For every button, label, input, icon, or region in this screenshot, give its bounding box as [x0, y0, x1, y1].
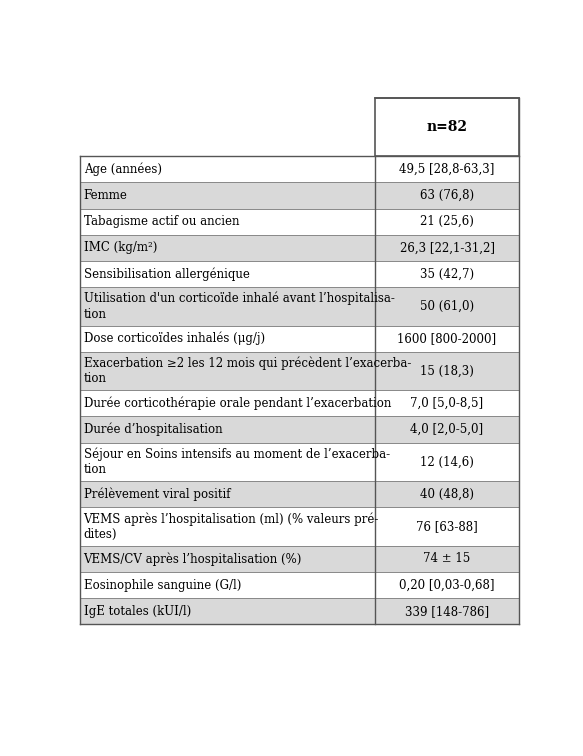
- Bar: [80, 209, 375, 234]
- Text: 4,0 [2,0-5,0]: 4,0 [2,0-5,0]: [410, 423, 483, 436]
- Bar: [80, 182, 375, 209]
- Text: Femme: Femme: [83, 189, 128, 202]
- Text: 40 (48,8): 40 (48,8): [420, 488, 474, 500]
- Bar: [80, 98, 375, 156]
- Bar: [375, 182, 519, 209]
- Bar: [80, 572, 375, 598]
- Text: IgE totales (kUI/l): IgE totales (kUI/l): [83, 605, 191, 618]
- Bar: [80, 507, 375, 546]
- Text: Eosinophile sanguine (G/l): Eosinophile sanguine (G/l): [83, 578, 241, 591]
- Text: 76 [63-88]: 76 [63-88]: [416, 520, 478, 533]
- Bar: [80, 598, 375, 624]
- Text: Tabagisme actif ou ancien: Tabagisme actif ou ancien: [83, 215, 239, 228]
- Bar: [375, 209, 519, 234]
- Bar: [80, 326, 375, 352]
- Text: 50 (61,0): 50 (61,0): [420, 300, 474, 313]
- Text: Sensibilisation allergénique: Sensibilisation allergénique: [83, 267, 250, 280]
- Bar: [80, 546, 375, 572]
- Text: 0,20 [0,03-0,68]: 0,20 [0,03-0,68]: [399, 578, 495, 591]
- Text: IMC (kg/m²): IMC (kg/m²): [83, 241, 157, 254]
- Bar: [375, 234, 519, 261]
- Text: Durée corticothérapie orale pendant l’exacerbation: Durée corticothérapie orale pendant l’ex…: [83, 397, 391, 410]
- Bar: [80, 156, 375, 182]
- Text: VEMS/CV après l’hospitalisation (%): VEMS/CV après l’hospitalisation (%): [83, 552, 302, 565]
- Text: 74 ± 15: 74 ± 15: [423, 553, 470, 565]
- Text: 339 [148-786]: 339 [148-786]: [405, 605, 489, 618]
- Text: 7,0 [5,0-8,5]: 7,0 [5,0-8,5]: [410, 397, 483, 410]
- Bar: [375, 156, 519, 182]
- Bar: [375, 261, 519, 287]
- Bar: [375, 572, 519, 598]
- Bar: [80, 287, 375, 326]
- Text: Dose corticoïdes inhalés (μg/j): Dose corticoïdes inhalés (μg/j): [83, 332, 265, 345]
- Bar: [375, 546, 519, 572]
- Text: VEMS après l’hospitalisation (ml) (% valeurs pré-
dites): VEMS après l’hospitalisation (ml) (% val…: [83, 512, 379, 541]
- Bar: [80, 390, 375, 417]
- Text: 21 (25,6): 21 (25,6): [420, 215, 474, 228]
- Bar: [80, 417, 375, 442]
- Bar: [375, 326, 519, 352]
- Text: Séjour en Soins intensifs au moment de l’exacerba-
tion: Séjour en Soins intensifs au moment de l…: [83, 448, 389, 476]
- Bar: [375, 598, 519, 624]
- Bar: [80, 261, 375, 287]
- Text: 1600 [800-2000]: 1600 [800-2000]: [398, 332, 497, 345]
- Text: 49,5 [28,8-63,3]: 49,5 [28,8-63,3]: [399, 163, 495, 175]
- Bar: [375, 98, 519, 156]
- Bar: [375, 481, 519, 507]
- Bar: [80, 234, 375, 261]
- Text: Durée d’hospitalisation: Durée d’hospitalisation: [83, 423, 222, 436]
- Bar: [375, 417, 519, 442]
- Text: 15 (18,3): 15 (18,3): [420, 364, 474, 377]
- Text: 26,3 [22,1-31,2]: 26,3 [22,1-31,2]: [399, 241, 494, 254]
- Bar: [375, 287, 519, 326]
- Text: Prélèvement viral positif: Prélèvement viral positif: [83, 488, 230, 501]
- Text: 12 (14,6): 12 (14,6): [420, 455, 474, 469]
- Text: Utilisation d'un corticoïde inhalé avant l’hospitalisa-
tion: Utilisation d'un corticoïde inhalé avant…: [83, 292, 395, 321]
- Text: Age (années): Age (années): [83, 163, 161, 176]
- Bar: [80, 352, 375, 390]
- Text: Exacerbation ≥2 les 12 mois qui précèdent l’exacerba-
tion: Exacerbation ≥2 les 12 mois qui précèden…: [83, 357, 411, 386]
- Bar: [375, 442, 519, 481]
- Bar: [375, 507, 519, 546]
- Bar: [80, 442, 375, 481]
- Bar: [375, 390, 519, 417]
- Bar: [375, 352, 519, 390]
- Text: 63 (76,8): 63 (76,8): [420, 189, 474, 202]
- Text: n=82: n=82: [427, 120, 468, 135]
- Bar: [80, 481, 375, 507]
- Text: 35 (42,7): 35 (42,7): [420, 268, 474, 280]
